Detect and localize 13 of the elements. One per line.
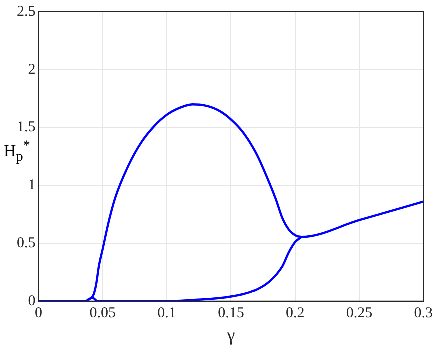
y-tick-label: 2 <box>28 62 36 78</box>
x-tick-label: 0.15 <box>218 305 244 322</box>
y-tick-label: 2.5 <box>17 4 36 20</box>
y-tick-label: 0 <box>28 293 36 310</box>
x-tick-label: 0.1 <box>158 305 176 322</box>
y-tick-label: 1.5 <box>17 120 36 136</box>
x-tick-label: 0.2 <box>286 305 305 322</box>
x-axis-title: γ <box>226 324 236 345</box>
y-tick-label: 1 <box>28 178 36 194</box>
x-tick-label: 0.25 <box>346 305 373 322</box>
x-tick-label: 0.3 <box>414 305 433 322</box>
y-tick-label: 0.5 <box>17 235 36 252</box>
x-tick-label: 0.05 <box>90 305 116 322</box>
